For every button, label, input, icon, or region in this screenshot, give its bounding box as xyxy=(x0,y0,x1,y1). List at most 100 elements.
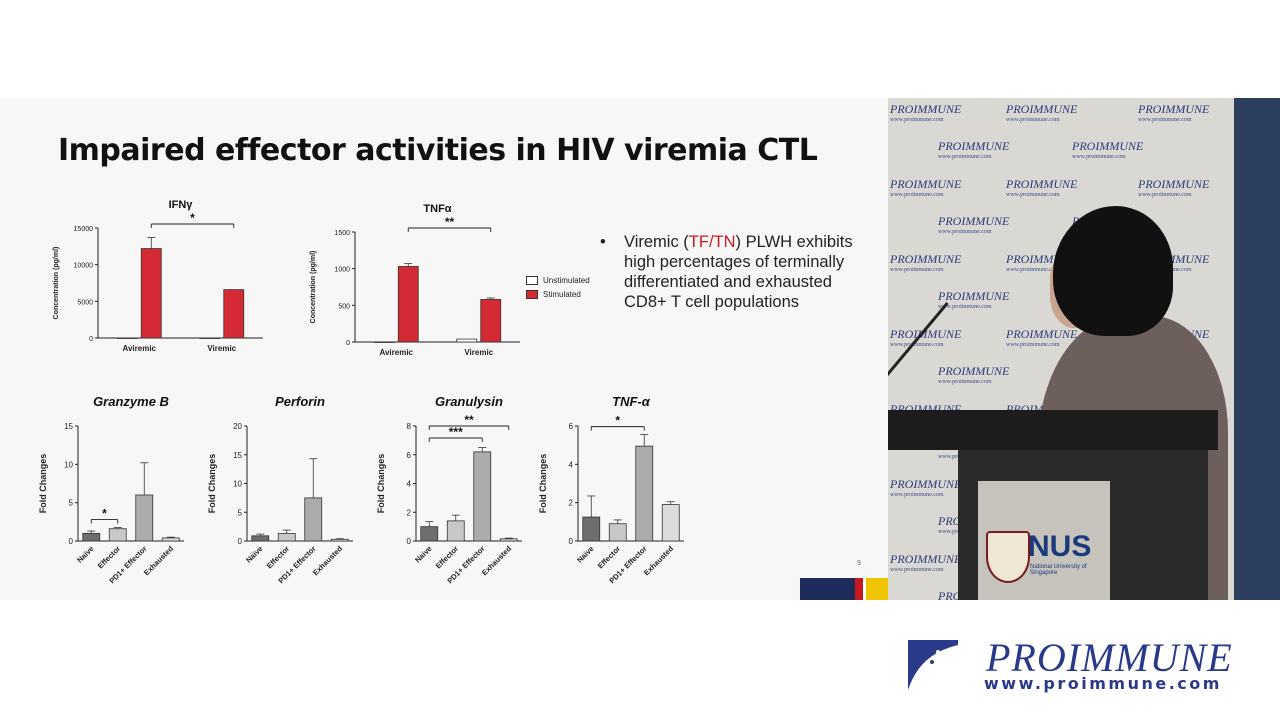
bar-effector xyxy=(277,533,296,542)
backdrop-logo-name: PROIMMUNE xyxy=(1072,139,1144,153)
legend-item-unstimulated: Unstimulated xyxy=(526,273,590,287)
bar-stimulated xyxy=(223,289,245,339)
backdrop-logo-name: PROIMMUNE xyxy=(890,177,962,191)
curtain xyxy=(1234,98,1280,600)
backdrop-logo-url: www.proimmune.com xyxy=(1138,117,1192,123)
y-axis-label: Fold Changes xyxy=(538,454,548,514)
backdrop-logo-url: www.proimmune.com xyxy=(938,379,992,385)
significance-label: * xyxy=(615,414,620,428)
y-tick-label: 0 xyxy=(407,537,412,546)
proimmune-watermark-url: www.proimmune.com xyxy=(984,674,1222,693)
bar-naive xyxy=(82,532,101,542)
bullet-text-highlight: TF/TN xyxy=(688,233,736,251)
slide-page-number: 9 xyxy=(857,560,861,567)
y-axis-label: Fold Changes xyxy=(207,454,217,514)
backdrop-logo-name: PROIMMUNE xyxy=(1138,177,1210,191)
bar-unstimulated xyxy=(456,338,478,343)
backdrop-logo-url: www.proimmune.com xyxy=(1006,267,1060,273)
bar-pd1-effector xyxy=(635,445,654,542)
backdrop-logo-url: www.proimmune.com xyxy=(1006,117,1060,123)
bullet-text-post: ) PLWH exhibits high percentages of term… xyxy=(624,233,853,311)
backdrop-logo-name: PROIMMUNE xyxy=(938,289,1010,303)
backdrop-logo-name: PROIMMUNE xyxy=(890,252,962,266)
bar-stimulated xyxy=(397,266,419,343)
y-tick-label: 4 xyxy=(569,460,574,469)
y-axis-label: Fold Changes xyxy=(376,454,386,514)
bar-exhausted xyxy=(330,538,349,542)
speaker-video: PROIMMUNE www.proimmune.com PROIMMUNE www.p… xyxy=(888,98,1280,600)
chart-title: Granulysin xyxy=(435,394,503,409)
strip-red xyxy=(855,578,863,600)
y-tick-label: 10 xyxy=(64,460,73,469)
nus-logo-subtitle: National University of Singapore xyxy=(1030,564,1087,576)
strip-navy xyxy=(800,578,855,600)
y-axis-label: Fold Changes xyxy=(38,454,48,514)
chart-granulysin: Granulysin 0 2 4 6 8 Fold Changes Naive Effector… xyxy=(376,394,522,585)
y-tick-label: 1500 xyxy=(334,230,350,237)
backdrop-logo-name: PROIMMUNE xyxy=(1006,177,1078,191)
y-tick-label: 10 xyxy=(233,480,242,489)
x-tick-label: Naive xyxy=(75,544,96,565)
bullet-dot: • xyxy=(600,233,606,251)
bar-naive xyxy=(582,516,601,542)
significance-label: * xyxy=(102,507,107,521)
bar-stimulated xyxy=(480,299,502,343)
podium-top xyxy=(888,410,1218,450)
backdrop-logo-url: www.proimmune.com xyxy=(1072,154,1126,160)
y-axis-label: Concentration (pg/ml) xyxy=(53,247,60,320)
chart-tnfa: TNFα 0 500 1000 1500 Concentration (pg/ml) Avi… xyxy=(310,203,520,357)
strip-yellow xyxy=(866,578,888,600)
strip-white xyxy=(863,578,866,600)
x-tick-label: Effector xyxy=(434,544,460,570)
chart-title: IFNγ xyxy=(169,199,194,211)
backdrop-logo-url: www.proimmune.com xyxy=(938,229,992,235)
y-tick-label: 6 xyxy=(569,422,574,431)
y-tick-label: 6 xyxy=(407,451,412,460)
y-tick-label: 500 xyxy=(338,303,350,310)
bar-pd1-effector xyxy=(304,497,323,542)
backdrop-logo-name: PROIMMUNE xyxy=(890,102,962,116)
bar-exhausted xyxy=(499,538,518,542)
backdrop-logo-url: www.proimmune.com xyxy=(1138,192,1192,198)
y-tick-label: 2 xyxy=(407,508,412,517)
y-tick-label: 4 xyxy=(407,480,412,489)
y-tick-label: 10000 xyxy=(74,263,94,270)
bullet-text: Viremic (TF/TN) PLWH exhibits high perce… xyxy=(624,232,874,312)
bar-naive xyxy=(251,535,270,542)
backdrop-logo-name: PROIMMUNE xyxy=(1138,102,1210,116)
legend-label-stimulated: Stimulated xyxy=(543,289,581,299)
proimmune-mark-icon xyxy=(908,640,958,690)
backdrop-logo-url: www.proimmune.com xyxy=(890,342,944,348)
significance-label: ** xyxy=(445,215,455,229)
backdrop-logo-url: www.proimmune.com xyxy=(890,267,944,273)
legend-label-unstimulated: Unstimulated xyxy=(543,275,590,285)
y-tick-label: 15 xyxy=(233,451,242,460)
nus-logo-text: NUS xyxy=(1028,530,1092,563)
backdrop-logo-url: www.proimmune.com xyxy=(890,492,944,498)
significance-label: *** xyxy=(449,425,463,439)
backdrop-logo-url: www.proimmune.com xyxy=(890,117,944,123)
bar-pd1-effector xyxy=(135,494,154,542)
bar-effector xyxy=(608,523,627,542)
x-tick-label: Viremic xyxy=(464,348,493,357)
backdrop-logo-url: www.proimmune.com xyxy=(1006,192,1060,198)
backdrop-logo-name: PROIMMUNE xyxy=(938,364,1010,378)
backdrop-logo-name: PROIMMUNE xyxy=(938,214,1010,228)
bar-exhausted xyxy=(661,504,680,542)
backdrop-logo-url: www.proimmune.com xyxy=(938,304,992,310)
bar-naive xyxy=(420,526,439,542)
legend-swatch-stimulated xyxy=(526,289,538,299)
bar-pd1-effector xyxy=(473,451,492,542)
y-tick-label: 5 xyxy=(69,499,74,508)
x-tick-label: Naive xyxy=(244,544,265,565)
backdrop-logo-name: PROIMMUNE xyxy=(890,552,962,566)
